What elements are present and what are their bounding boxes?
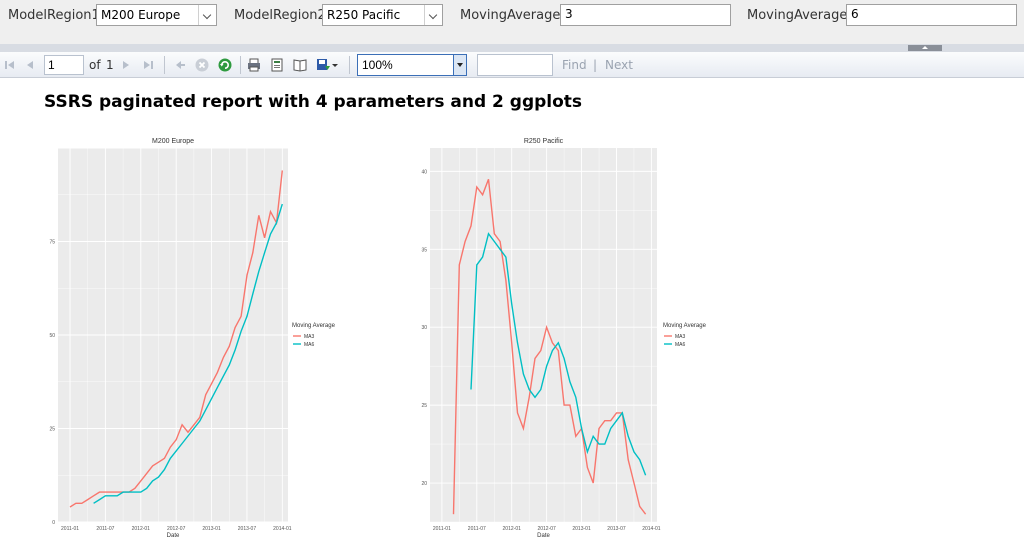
legend-label-ma3: MA3 (675, 334, 686, 340)
legend-label-ma3: MA3 (304, 334, 315, 340)
plot-panel (430, 148, 657, 522)
y-tick-label: 25 (49, 427, 55, 433)
model-region2-label: ModelRegion2 (234, 8, 326, 23)
zoom-value: 100% (362, 58, 393, 72)
legend-title: Moving Average (292, 323, 336, 329)
previous-page-icon[interactable] (22, 57, 38, 73)
x-tick-label: 2011-01 (61, 526, 79, 532)
page-number-input[interactable]: 1 (44, 55, 84, 75)
parameter-bar: ModelRegion1 M200 Europe ModelRegion2 R2… (0, 0, 1024, 44)
series-line-ma3 (69, 170, 283, 508)
model-region2-value: R250 Pacific (327, 8, 401, 22)
x-tick-label: 2013-01 (572, 526, 591, 532)
chart-m200-europe: M200 Europe 0 25 50 75 2011-01 2011-07 2012-01 2… (49, 138, 336, 539)
toolbar-separator (240, 56, 241, 74)
model-region1-label: ModelRegion1 (8, 8, 100, 23)
series-line-ma3 (452, 178, 647, 515)
model-region2-select[interactable]: R250 Pacific (322, 4, 443, 26)
toolbar-separator (164, 56, 165, 74)
y-tick-label: 0 (52, 520, 55, 526)
page-layout-icon[interactable] (269, 57, 285, 73)
legend-label-ma6: MA6 (675, 342, 686, 348)
refresh-icon[interactable] (217, 57, 233, 73)
parameter-splitter (0, 44, 1024, 52)
stop-icon[interactable] (194, 57, 210, 73)
find-button[interactable]: Find (562, 58, 587, 72)
chart-r250-pacific: R250 Pacific 20 25 30 35 40 2011-01 2011-07 2012… (421, 138, 707, 539)
series-line-ma6 (93, 203, 283, 504)
legend-label-ma6: MA6 (304, 342, 315, 348)
find-next-button[interactable]: Next (605, 58, 633, 72)
legend-title: Moving Average (663, 323, 707, 329)
y-tick-label: 40 (421, 169, 427, 175)
moving-average1-input[interactable]: 3 (560, 4, 731, 26)
collapse-parameters-button[interactable] (908, 45, 942, 51)
page-total: 1 (106, 58, 114, 72)
x-tick-label: 2013-07 (607, 526, 626, 532)
find-separator: | (593, 58, 598, 72)
moving-average1-label: MovingAverage1 (460, 8, 569, 23)
page-of-label: of (89, 58, 101, 72)
chevron-down-icon[interactable] (424, 5, 442, 25)
next-page-icon[interactable] (118, 57, 134, 73)
model-region1-value: M200 Europe (101, 8, 181, 22)
x-tick-label: 2011-01 (433, 526, 451, 532)
y-tick-label: 20 (421, 481, 427, 487)
chevron-down-icon[interactable] (198, 5, 216, 25)
x-tick-label: 2013-07 (238, 526, 257, 532)
x-tick-label: 2014-01 (273, 526, 292, 532)
chevron-down-icon[interactable] (331, 57, 339, 73)
x-tick-label: 2013-01 (202, 526, 221, 532)
y-tick-label: 25 (421, 403, 427, 409)
chevron-down-icon[interactable] (453, 55, 466, 75)
x-tick-label: 2011-07 (96, 526, 114, 532)
series-line-ma6 (470, 232, 647, 476)
y-tick-label: 30 (421, 325, 427, 331)
x-tick-label: 2012-01 (132, 526, 151, 532)
y-tick-label: 75 (49, 240, 55, 246)
y-tick-label: 35 (421, 247, 427, 253)
toolbar-separator (349, 56, 350, 74)
x-axis-label: Date (167, 533, 180, 539)
x-tick-label: 2012-07 (167, 526, 186, 532)
find-input[interactable] (477, 54, 553, 76)
first-page-icon[interactable] (2, 57, 18, 73)
page-setup-icon[interactable] (292, 57, 308, 73)
zoom-select[interactable]: 100% (357, 54, 467, 76)
export-icon[interactable] (315, 57, 331, 73)
x-tick-label: 2012-07 (537, 526, 556, 532)
chart-title: M200 Europe (152, 138, 194, 145)
last-page-icon[interactable] (140, 57, 156, 73)
print-icon[interactable] (246, 57, 262, 73)
x-tick-label: 2014-01 (642, 526, 661, 532)
report-title: SSRS paginated report with 4 parameters … (44, 92, 583, 112)
model-region1-select[interactable]: M200 Europe (96, 4, 217, 26)
moving-average2-label: MovingAverage2 (747, 8, 856, 23)
back-icon[interactable] (172, 57, 188, 73)
x-tick-label: 2011-07 (468, 526, 486, 532)
report-toolbar: 1 of 1 100% Find | Next (0, 52, 1024, 78)
x-tick-label: 2012-01 (503, 526, 522, 532)
y-tick-label: 50 (49, 333, 55, 339)
moving-average2-input[interactable]: 6 (846, 4, 1017, 26)
chart-title: R250 Pacific (524, 138, 564, 145)
x-axis-label: Date (537, 533, 550, 539)
